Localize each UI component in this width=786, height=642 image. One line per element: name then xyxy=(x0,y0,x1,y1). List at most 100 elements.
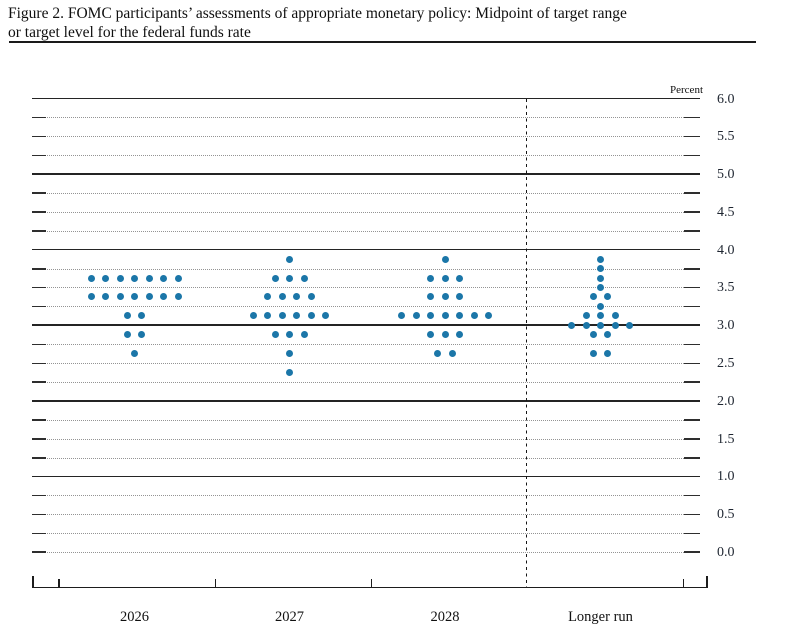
gridline-dotted-1.50 xyxy=(32,438,700,440)
dot-2028-3.875 xyxy=(441,255,449,263)
dot-2028-3.375 xyxy=(441,293,449,301)
dot-longer-run-3.125 xyxy=(597,312,604,320)
dot-2028-3.125 xyxy=(412,312,420,320)
dot-longer-run-3 xyxy=(597,321,604,329)
dot-longer-run-3 xyxy=(626,321,633,329)
gridline-solid-2.00 xyxy=(32,400,700,402)
dot-2027-3.625 xyxy=(271,274,279,282)
dot-2026-3.375 xyxy=(116,293,124,301)
dot-longer-run-2.625 xyxy=(589,350,597,358)
dot-2027-3.375 xyxy=(278,293,286,301)
dot-2028-2.875 xyxy=(427,331,434,339)
gridline-dotted-5.25 xyxy=(32,154,700,157)
y-axis-label-3.5: 3.5 xyxy=(717,280,735,296)
dot-2026-3.375 xyxy=(131,293,138,301)
y-axis-label-0.0: 0.0 xyxy=(717,544,735,560)
gridline-solid-5.00 xyxy=(32,173,700,175)
gridline-dotted-2.25 xyxy=(32,381,700,383)
dot-2027-2.875 xyxy=(286,331,293,339)
dot-2028-3.625 xyxy=(456,274,463,282)
dot-2027-2.625 xyxy=(286,350,293,358)
gridline-dotted-5.50 xyxy=(32,135,700,138)
y-axis-label-6.0: 6.0 xyxy=(717,91,735,107)
figure-title: Figure 2. FOMC participants’ assessments… xyxy=(8,5,768,42)
gridline-dotted-1.75 xyxy=(32,419,700,421)
dot-2026-3.625 xyxy=(102,274,109,282)
y-axis-label-4.5: 4.5 xyxy=(717,204,735,220)
dot-2028-2.625 xyxy=(434,350,442,358)
dot-longer-run-2.625 xyxy=(604,350,612,358)
dot-2027-3.125 xyxy=(264,312,272,320)
dot-2027-3.125 xyxy=(278,312,286,320)
gridline-solid-4.00 xyxy=(32,248,700,251)
dot-longer-run-3.125 xyxy=(582,312,590,320)
dot-longer-run-3.125 xyxy=(611,312,619,320)
gridline-dotted-5.75 xyxy=(32,116,700,119)
dot-2028-2.875 xyxy=(441,331,449,339)
x-axis-label-longer-run: Longer run xyxy=(568,609,633,625)
dot-2028-3.125 xyxy=(470,312,478,320)
dot-longer-run-3.25 xyxy=(597,302,604,310)
figure-title-line-1: Figure 2. FOMC participants’ assessments… xyxy=(8,5,627,22)
dot-2028-3.625 xyxy=(427,274,434,282)
dot-2027-3.125 xyxy=(322,312,330,320)
title-rule xyxy=(9,41,756,43)
figure-title-line-2: or target level for the federal funds ra… xyxy=(8,23,251,41)
gridline-dotted-1.25 xyxy=(32,457,700,459)
dot-2028-3.125 xyxy=(485,312,492,320)
dot-2027-3.375 xyxy=(264,293,272,301)
dot-2026-3.625 xyxy=(87,274,95,282)
dot-2026-3.625 xyxy=(131,274,138,282)
dot-2028-3.125 xyxy=(456,312,463,320)
dot-2026-3.375 xyxy=(145,293,153,301)
gridline-dotted-0.75 xyxy=(32,494,700,497)
dot-2026-3.625 xyxy=(145,274,153,282)
y-axis-label-4.0: 4.0 xyxy=(717,242,735,258)
dot-2028-3.125 xyxy=(398,312,405,320)
dot-2027-2.875 xyxy=(271,331,279,339)
gridline-dotted-3.50 xyxy=(32,286,700,289)
dot-2028-3.125 xyxy=(441,312,449,320)
dot-2026-3.375 xyxy=(102,293,109,301)
dot-2026-3.375 xyxy=(87,293,95,301)
gridline-solid-1.00 xyxy=(32,475,700,478)
y-axis-label-0.5: 0.5 xyxy=(717,507,735,523)
dot-2026-2.875 xyxy=(123,331,131,339)
dot-longer-run-3.625 xyxy=(597,274,604,282)
y-axis-unit-label: Percent xyxy=(670,84,703,96)
dot-longer-run-3.75 xyxy=(597,265,604,273)
gridline-dotted-3.75 xyxy=(32,268,700,270)
dot-2028-3.625 xyxy=(441,274,449,282)
x-axis-label-2028: 2028 xyxy=(430,609,460,625)
dot-2027-2.375 xyxy=(286,368,293,376)
x-axis-tick-3 xyxy=(682,579,684,587)
dot-2028-2.875 xyxy=(456,331,463,339)
gridline-dotted-4.75 xyxy=(32,192,700,194)
y-axis-label-3.0: 3.0 xyxy=(717,318,735,334)
gridline-dotted-0.00 xyxy=(32,551,700,553)
dot-longer-run-3 xyxy=(611,321,619,329)
dot-2027-3.125 xyxy=(249,312,257,320)
x-axis-label-2027: 2027 xyxy=(275,609,304,625)
gridline-solid-3.00 xyxy=(32,324,700,326)
gridline-dotted-2.75 xyxy=(32,343,700,346)
dot-2026-2.625 xyxy=(131,350,138,358)
y-axis-label-2.0: 2.0 xyxy=(717,393,735,409)
x-axis-label-2026: 2026 xyxy=(120,609,149,625)
dot-2027-2.875 xyxy=(300,331,308,339)
x-axis-line xyxy=(32,586,708,589)
y-axis-label-1.5: 1.5 xyxy=(717,431,735,447)
dot-longer-run-3.375 xyxy=(604,293,612,301)
x-axis-corner-tick-right xyxy=(706,576,708,587)
gridline-dotted-0.25 xyxy=(32,532,700,535)
y-axis-label-2.5: 2.5 xyxy=(717,356,735,372)
dot-2028-3.125 xyxy=(427,312,434,320)
dot-longer-run-3.375 xyxy=(589,293,597,301)
dot-longer-run-3 xyxy=(582,321,590,329)
dot-2027-3.125 xyxy=(293,312,301,320)
gridline-dotted-0.50 xyxy=(32,513,700,516)
dot-2027-3.375 xyxy=(307,293,315,301)
dot-2027-3.125 xyxy=(307,312,315,320)
gridline-dotted-4.50 xyxy=(32,211,700,213)
